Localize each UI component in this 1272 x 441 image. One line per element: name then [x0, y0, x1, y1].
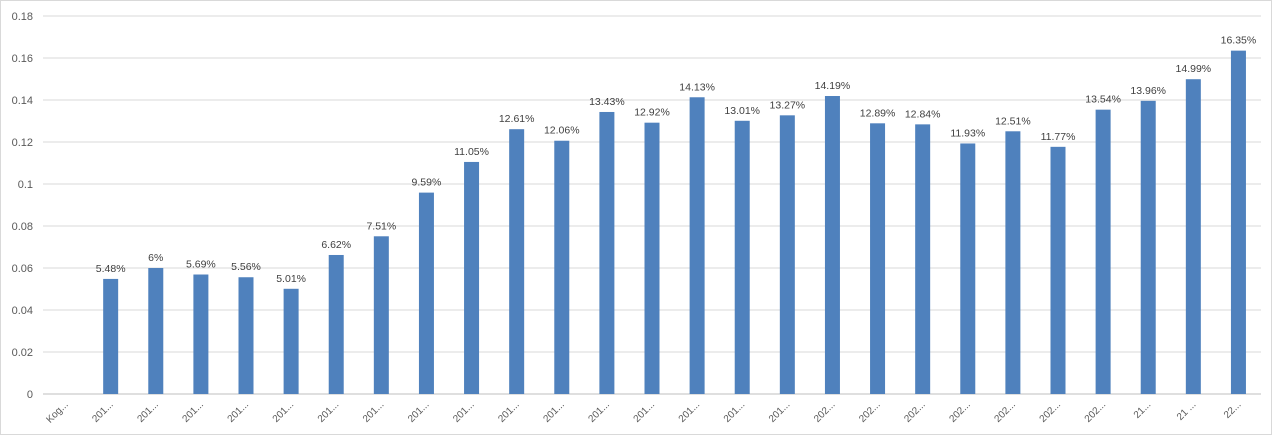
data-label: 5.69%: [186, 259, 216, 271]
data-label: 5.01%: [276, 273, 306, 285]
x-tick-label: Kog...: [44, 399, 70, 425]
data-label: 5.48%: [96, 263, 126, 275]
y-tick-label: 0.02: [12, 347, 33, 359]
bars: [103, 50, 1246, 395]
y-tick-label: 0.08: [12, 221, 33, 233]
y-tick-label: 0.18: [12, 11, 33, 23]
bar: [779, 115, 795, 394]
x-tick-label: 201...: [406, 399, 431, 424]
bar: [464, 161, 480, 394]
bar: [599, 111, 615, 394]
x-tick-label: 201...: [226, 399, 251, 424]
y-tick-label: 0.04: [12, 305, 33, 317]
x-tick-label: 201...: [271, 399, 296, 424]
data-label: 13.43%: [589, 96, 625, 108]
data-label: 6.62%: [321, 239, 351, 251]
bar: [1230, 50, 1246, 395]
y-tick-label: 0.12: [12, 137, 33, 149]
bar: [1140, 100, 1156, 394]
bar: [870, 123, 886, 394]
y-tick-label: 0.14: [12, 95, 33, 107]
data-label: 13.27%: [770, 99, 806, 111]
bar: [1005, 131, 1021, 395]
bar: [238, 277, 254, 394]
y-tick-label: 0.1: [18, 179, 33, 191]
x-tick-label: 202...: [1083, 399, 1108, 424]
bar: [103, 278, 119, 394]
data-label: 11.77%: [1041, 131, 1076, 143]
bar: [915, 124, 931, 395]
data-label: 13.96%: [1130, 85, 1166, 97]
data-label: 13.54%: [1085, 94, 1121, 106]
x-tick-label: 202...: [902, 399, 927, 424]
x-tick-label: 201...: [361, 399, 386, 424]
x-tick-label: 201...: [587, 399, 612, 424]
data-label: 13.01%: [724, 105, 760, 117]
data-label: 11.05%: [454, 146, 489, 158]
x-tick-label: 21...: [1132, 399, 1154, 421]
data-label: 12.06%: [544, 125, 580, 137]
data-label: 12.92%: [634, 107, 670, 119]
bar: [554, 140, 570, 394]
bar: [328, 254, 344, 394]
bar: [193, 274, 209, 394]
x-tick-label: 201...: [767, 399, 792, 424]
y-tick-label: 0.16: [12, 53, 33, 65]
bar: [1185, 79, 1201, 395]
x-tick-label: 202...: [857, 399, 882, 424]
x-axis-ticks: Kog... 201... 201... 201... 201... 201... 201.…: [44, 399, 1243, 425]
x-tick-label: 201...: [496, 399, 521, 424]
bar: [1050, 146, 1066, 394]
data-label: 6%: [148, 252, 163, 264]
y-tick-label: 0.06: [12, 263, 33, 275]
x-tick-label: 201...: [135, 399, 160, 424]
x-tick-label: 201...: [316, 399, 341, 424]
x-tick-label: 21 ...: [1175, 399, 1199, 423]
data-label: 11.93%: [950, 127, 985, 139]
bar: [148, 268, 164, 394]
data-label: 12.61%: [499, 113, 535, 125]
bar: [689, 97, 705, 395]
x-tick-label: 201...: [451, 399, 476, 424]
data-label: 12.84%: [905, 108, 941, 120]
x-tick-label: 201...: [722, 399, 747, 424]
data-labels: 5.48% 6% 5.69% 5.56% 5.01% 6.62% 7.51% 9.59% 11.…: [96, 35, 1256, 285]
bar: [734, 120, 750, 394]
data-label: 14.13%: [679, 81, 715, 93]
x-tick-label: 201...: [677, 399, 702, 424]
x-tick-label: 202...: [993, 399, 1018, 424]
bar: [1095, 109, 1111, 394]
bar: [824, 96, 840, 394]
data-label: 5.56%: [231, 261, 261, 273]
bar: [418, 192, 434, 394]
y-tick-label: 0: [27, 389, 33, 401]
x-tick-label: 22...: [1222, 399, 1244, 421]
bar: [960, 143, 976, 394]
data-label: 9.59%: [412, 177, 442, 189]
x-tick-label: 202...: [812, 399, 837, 424]
data-label: 14.19%: [815, 80, 851, 92]
data-label: 7.51%: [366, 220, 396, 232]
x-tick-label: 201...: [181, 399, 206, 424]
x-tick-label: 201...: [90, 399, 115, 424]
bar: [509, 129, 525, 394]
bar: [373, 236, 389, 394]
bar: [644, 122, 660, 395]
data-label: 16.35%: [1221, 35, 1257, 47]
data-label: 12.51%: [995, 115, 1031, 127]
x-tick-label: 202...: [947, 399, 972, 424]
x-tick-label: 202...: [1038, 399, 1063, 424]
x-tick-label: 201...: [632, 399, 657, 424]
y-axis-ticks: 0 0.02 0.04 0.06 0.08 0.1 0.12 0.14 0.16 0.18: [12, 11, 33, 401]
data-label: 14.99%: [1176, 63, 1212, 75]
x-tick-label: 201...: [541, 399, 566, 424]
data-label: 12.89%: [860, 107, 896, 119]
bar: [283, 288, 299, 394]
